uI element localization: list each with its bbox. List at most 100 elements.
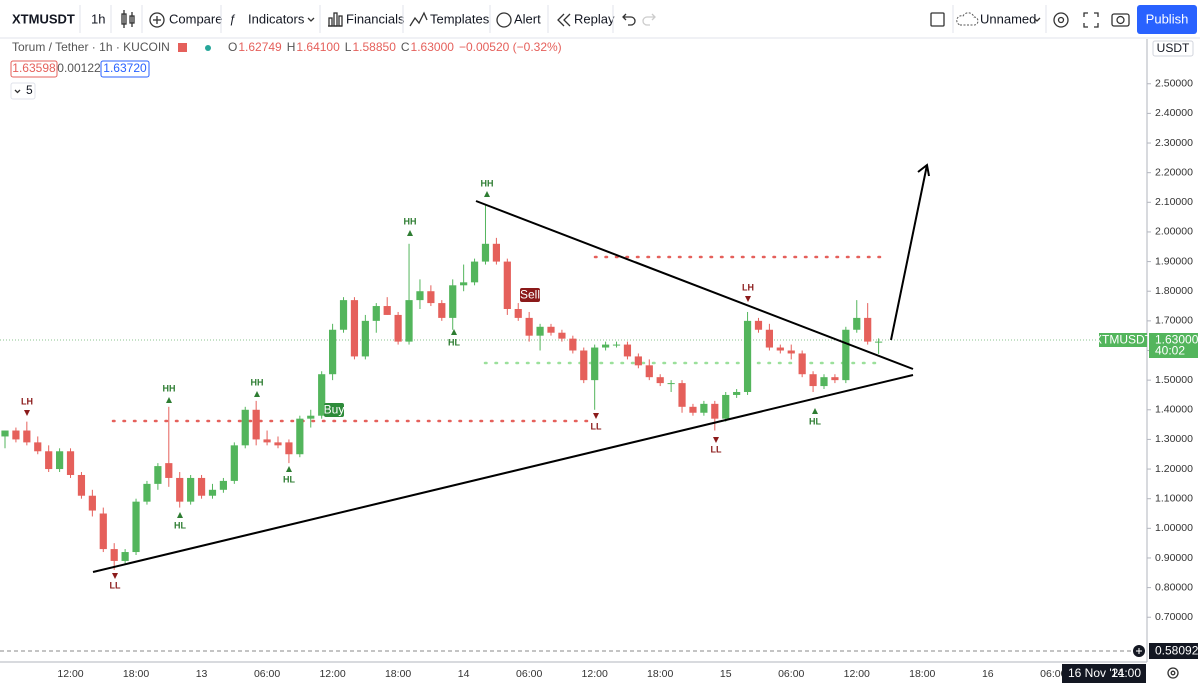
candle-body (383, 306, 391, 315)
cloud-icon[interactable] (956, 12, 979, 26)
y-tick-label: 1.10000 (1155, 492, 1193, 504)
y-tick-label: 2.40000 (1155, 107, 1193, 119)
buy-label: Buy (324, 403, 345, 417)
chevron[interactable] (1033, 17, 1041, 22)
y-tick-label: 1.00000 (1155, 522, 1193, 534)
x-tick-label: 18:00 (909, 668, 935, 680)
indicators-icon[interactable]: ƒ (229, 12, 236, 26)
pivot-label: HH (404, 216, 417, 226)
candle-body (208, 489, 217, 496)
chart-type-icon[interactable] (121, 10, 135, 28)
compare-icon[interactable] (149, 12, 165, 28)
candle-body (99, 513, 107, 550)
candle-body (438, 303, 446, 318)
replay-icon[interactable] (557, 13, 571, 27)
currency[interactable]: USDT (1157, 41, 1190, 55)
candle-body (154, 466, 162, 484)
indicators-button[interactable]: Indicators (248, 11, 305, 26)
candle-body (339, 300, 348, 330)
pivot-marker (484, 191, 490, 197)
alert-button[interactable]: Alert (514, 11, 541, 26)
x-tick-label: 16 (982, 668, 994, 680)
candle-body (132, 501, 140, 553)
publish-label[interactable]: Publish (1146, 11, 1189, 26)
plot (1, 205, 883, 570)
candle-body (798, 353, 806, 375)
snapshot-icon[interactable] (1111, 13, 1130, 27)
replay-button[interactable]: Replay (574, 11, 615, 26)
candle-body (591, 347, 599, 381)
alert-icon[interactable] (496, 12, 512, 28)
indicator-count[interactable]: 5 (26, 83, 33, 97)
pivot-label: HL (174, 520, 186, 530)
candle-body (470, 261, 479, 283)
lower-trendline (92, 374, 914, 573)
pivot-marker (593, 413, 599, 419)
y-tick-label: 1.80000 (1155, 285, 1193, 297)
templates-icon[interactable] (409, 11, 428, 27)
candle-body (187, 477, 195, 502)
legend: Torum / Tether · 1h · KUCOIN O 1.62749 H 1.… (10, 40, 562, 100)
x-tick-label: 12:00 (319, 668, 345, 680)
candle-body (165, 463, 173, 478)
publish-button[interactable] (1137, 5, 1197, 34)
candle-body (787, 350, 795, 354)
fullscreen-toggle[interactable] (930, 12, 945, 27)
candle-body (252, 409, 260, 440)
settings-icon[interactable] (1053, 12, 1069, 28)
candle-body (274, 442, 282, 446)
candle-body (820, 377, 828, 387)
candle-body (492, 243, 500, 262)
candle-body (427, 291, 435, 304)
candle-body (831, 377, 839, 381)
indicators-toggle[interactable] (10, 82, 36, 100)
fullscreen-icon[interactable] (1083, 12, 1099, 28)
candle-body (1, 430, 9, 437)
candle-body (733, 391, 741, 395)
candle-body (853, 317, 861, 330)
x-tick-label: 18:00 (385, 668, 411, 680)
candle-body (110, 549, 118, 561)
y-tick-label: 1.20000 (1155, 463, 1193, 475)
candle-body (197, 477, 206, 496)
x-tick-label: 18:00 (647, 668, 673, 680)
financials-icon[interactable] (328, 12, 343, 27)
symbol[interactable]: XTMUSDT (12, 11, 75, 26)
ohlc-value: 1.63000 (411, 40, 455, 54)
compare-button[interactable]: Compare (169, 11, 222, 26)
currency-box[interactable] (1152, 40, 1194, 57)
x-tick-label: 12:00 (582, 668, 608, 680)
candle-body (296, 418, 304, 455)
candle-body (77, 474, 86, 496)
x-tick-label: 18:00 (123, 668, 149, 680)
candle-body (525, 317, 533, 336)
financials-button[interactable]: Financials (346, 11, 405, 26)
candle-body (88, 495, 96, 511)
templates-button[interactable]: Templates (430, 11, 490, 26)
candle-body (56, 451, 64, 470)
bid-box (10, 60, 58, 78)
y-tick-label: 2.00000 (1155, 226, 1193, 238)
redo[interactable] (642, 13, 656, 26)
candle-body (481, 243, 490, 262)
trendlines (92, 163, 930, 573)
layout-name[interactable]: Unnamed (980, 11, 1036, 26)
x-tick-label: 06:00 (516, 668, 542, 680)
candle-body (547, 326, 555, 333)
last-price-tag (1149, 333, 1198, 358)
pivot-marker (713, 437, 719, 443)
pivot-marker (254, 391, 260, 397)
pivot-label: HL (283, 474, 295, 484)
chevron[interactable] (307, 17, 315, 22)
candle-body (623, 344, 632, 357)
crosshair-time-tag (1062, 664, 1146, 683)
candle-body (241, 409, 249, 446)
interval[interactable]: 1h (91, 11, 105, 26)
axis-settings[interactable] (1167, 667, 1179, 679)
y-tick-label: 2.10000 (1155, 196, 1193, 208)
pivot-label: LL (591, 421, 602, 431)
candle-body (263, 439, 271, 443)
y-tick-label: 1.40000 (1155, 404, 1193, 416)
undo[interactable] (622, 13, 636, 26)
